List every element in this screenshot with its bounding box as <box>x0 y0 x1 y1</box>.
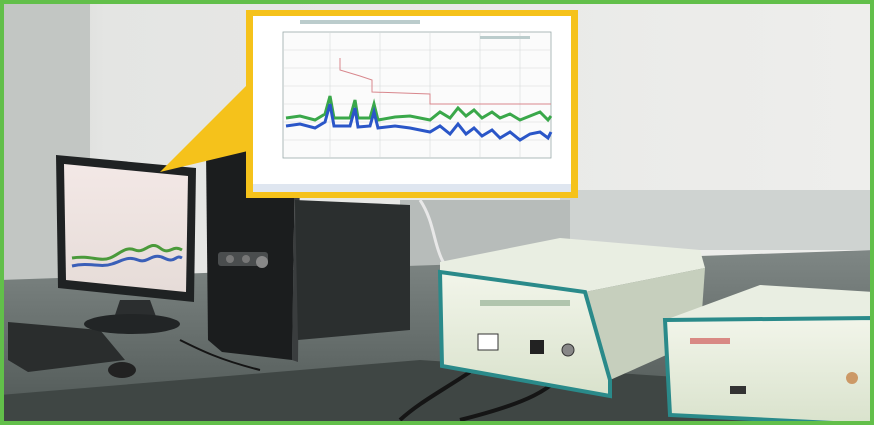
instrument-connector <box>561 343 575 357</box>
screen-trace-green <box>71 244 183 261</box>
instrument-port <box>730 386 746 394</box>
cable <box>398 370 472 422</box>
limit-line <box>339 58 551 105</box>
instrument-switch <box>530 340 544 354</box>
instrument-socket <box>477 333 499 351</box>
plot-legend <box>480 36 530 39</box>
pc-shadow <box>295 200 410 340</box>
pc-port <box>226 255 234 263</box>
monitor-base <box>84 314 180 334</box>
monitor-screen <box>64 164 188 292</box>
pc-button <box>256 256 268 268</box>
partition <box>560 190 874 250</box>
keyboard <box>8 322 125 372</box>
screen-trace-blue <box>71 254 183 268</box>
instrument-front <box>662 315 874 425</box>
plot-title-bar <box>300 20 420 24</box>
cable <box>179 339 261 371</box>
taskbar <box>253 184 571 192</box>
pc-side <box>280 145 300 362</box>
instrument-side <box>585 268 705 380</box>
spectrum-blue <box>285 103 553 142</box>
mouse <box>108 362 136 378</box>
instrument-label <box>480 300 570 306</box>
instrument-knob <box>846 372 858 384</box>
plot-area <box>282 31 552 159</box>
instrument-top <box>440 238 705 292</box>
pc-port <box>242 255 250 263</box>
instrument-label <box>690 338 730 344</box>
callout-pointer <box>160 80 252 172</box>
